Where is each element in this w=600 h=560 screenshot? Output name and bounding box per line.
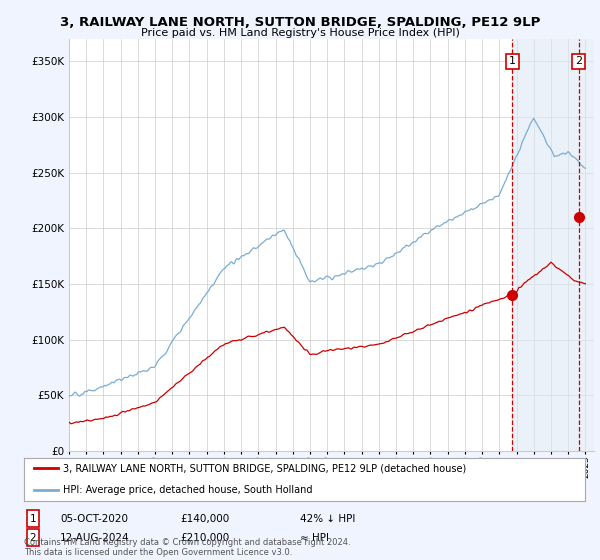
Text: Price paid vs. HM Land Registry's House Price Index (HPI): Price paid vs. HM Land Registry's House …	[140, 28, 460, 38]
Text: 42% ↓ HPI: 42% ↓ HPI	[300, 514, 355, 524]
Text: Contains HM Land Registry data © Crown copyright and database right 2024.
This d: Contains HM Land Registry data © Crown c…	[24, 538, 350, 557]
Text: £140,000: £140,000	[180, 514, 229, 524]
Text: 12-AUG-2024: 12-AUG-2024	[60, 533, 130, 543]
Bar	[512, 39, 594, 451]
Text: £210,000: £210,000	[180, 533, 229, 543]
Text: HPI: Average price, detached house, South Holland: HPI: Average price, detached house, Sout…	[63, 486, 313, 495]
Text: 1: 1	[29, 514, 37, 524]
Text: 05-OCT-2020: 05-OCT-2020	[60, 514, 128, 524]
Text: 1: 1	[509, 57, 516, 67]
Text: 2: 2	[575, 57, 582, 67]
Text: ≈ HPI: ≈ HPI	[300, 533, 329, 543]
Text: 3, RAILWAY LANE NORTH, SUTTON BRIDGE, SPALDING, PE12 9LP (detached house): 3, RAILWAY LANE NORTH, SUTTON BRIDGE, SP…	[63, 464, 467, 473]
Text: 2: 2	[29, 533, 37, 543]
Text: 3, RAILWAY LANE NORTH, SUTTON BRIDGE, SPALDING, PE12 9LP: 3, RAILWAY LANE NORTH, SUTTON BRIDGE, SP…	[60, 16, 540, 29]
